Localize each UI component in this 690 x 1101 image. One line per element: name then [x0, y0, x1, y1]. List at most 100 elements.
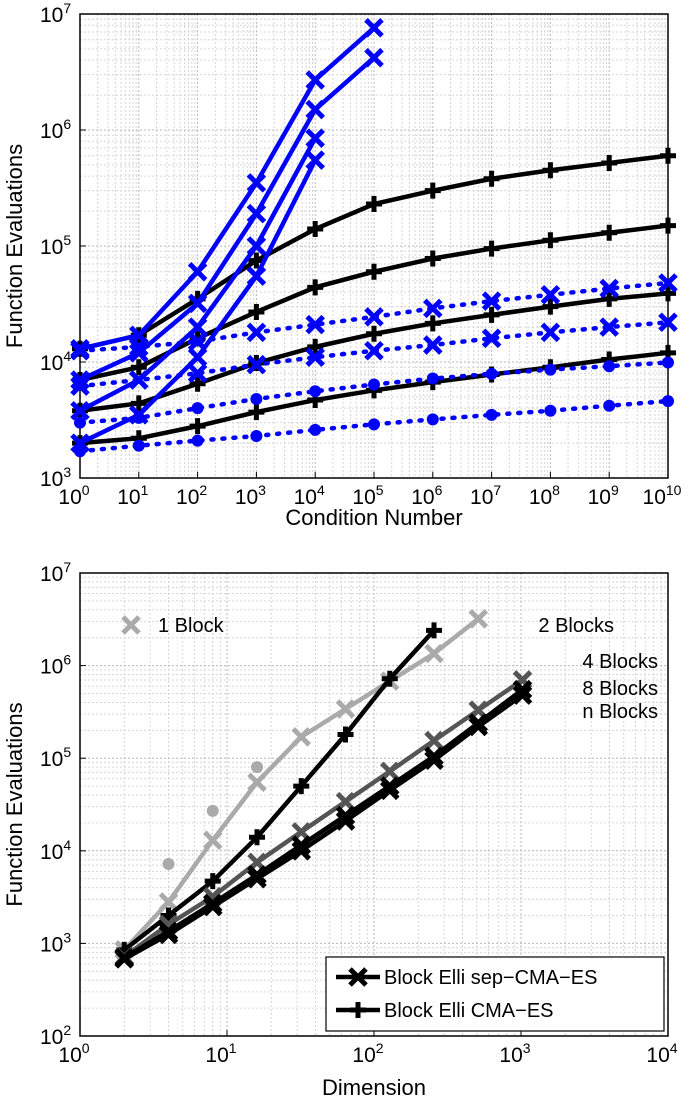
- data-point-0: [424, 643, 444, 664]
- data-point-7: [187, 347, 208, 367]
- data-point-9: [540, 322, 561, 343]
- data-point-5: [379, 780, 400, 801]
- x-tick-label: 1010: [643, 482, 682, 509]
- data-point-4: [291, 835, 312, 855]
- data-point-10: [485, 367, 498, 380]
- data-point-11: [426, 413, 439, 426]
- y-tick-label: 105: [40, 232, 71, 259]
- y-tick-label: 103: [40, 929, 71, 956]
- legend-marker: [348, 967, 368, 987]
- data-point-0: [601, 154, 618, 171]
- data-point-11: [368, 418, 380, 431]
- x-tick-label: 104: [294, 482, 325, 509]
- data-point-2: [130, 395, 147, 412]
- data-point-8: [364, 307, 384, 327]
- data-point-3: [379, 761, 400, 782]
- data-point-5: [468, 716, 489, 737]
- annotation-marker: [121, 615, 141, 635]
- x-tick-label: 102: [176, 482, 207, 509]
- data-point-2: [204, 873, 221, 890]
- data-point-10: [603, 360, 616, 373]
- series-group: [114, 609, 533, 969]
- data-point-11: [662, 395, 674, 408]
- data-point-4: [187, 261, 208, 282]
- x-tick-label: 105: [352, 482, 383, 509]
- x-tick-label: 108: [529, 482, 560, 509]
- grid: [80, 14, 668, 478]
- data-point-5: [187, 293, 208, 314]
- data-point-10: [544, 363, 557, 376]
- data-point-9: [129, 370, 149, 390]
- y-tick-label: 106: [40, 652, 71, 679]
- data-point-0: [542, 162, 559, 179]
- data-point-6: [246, 236, 267, 256]
- data-point-9: [423, 335, 443, 355]
- data-point-5: [70, 370, 90, 390]
- data-point-1: [483, 240, 500, 257]
- data-point-0: [158, 892, 179, 912]
- data-point-11: [250, 430, 263, 443]
- annotation-label: 4 Blocks: [582, 651, 658, 673]
- data-point-11: [74, 445, 86, 458]
- y-axis-label: Function Evaluations: [2, 144, 27, 348]
- x-tick-label: 101: [117, 482, 148, 509]
- data-point-8: [70, 340, 90, 361]
- y-tick-label: 103: [40, 464, 71, 491]
- data-point-5: [364, 47, 384, 68]
- data-point-5: [246, 203, 267, 224]
- annotation-label: 2 Blocks: [538, 615, 614, 637]
- data-point-9: [70, 376, 90, 396]
- data-point-2: [381, 670, 398, 687]
- data-point-8: [599, 278, 619, 299]
- dimension-panel: 100 101 102 103 104 102 103 104 105 106 107 Dimensi…: [2, 559, 678, 1100]
- data-point-2: [366, 325, 382, 342]
- data-point-1: [542, 232, 559, 249]
- y-tick-label: 104: [40, 837, 71, 864]
- data-point-6: [70, 400, 90, 421]
- data-point-5: [512, 685, 533, 705]
- data-point-3: [248, 404, 265, 421]
- data-point-0: [307, 221, 324, 238]
- x-tick-label: 104: [646, 1040, 677, 1067]
- series-line-5: [122, 692, 525, 962]
- data-point-0: [424, 182, 441, 199]
- x-tick-label: 109: [588, 482, 619, 509]
- data-point-8: [540, 284, 561, 305]
- data-point-2: [307, 338, 324, 355]
- data-point-8: [187, 331, 208, 352]
- annotation-label: n Blocks: [582, 701, 658, 723]
- data-point-1: [601, 224, 618, 241]
- data-point-2: [160, 907, 177, 924]
- data-point-8: [658, 273, 678, 293]
- data-point-2: [189, 375, 206, 392]
- data-point-10: [74, 416, 86, 429]
- data-point-11: [191, 434, 204, 447]
- legend-label: Block Elli CMA−ES: [384, 1000, 554, 1022]
- data-point-10: [132, 411, 145, 424]
- data-point-0: [335, 699, 356, 719]
- data-point-2: [483, 306, 500, 323]
- data-point-10: [662, 356, 674, 369]
- data-point-4: [305, 70, 325, 90]
- data-point-6: [305, 128, 325, 148]
- data-point-11: [544, 404, 557, 417]
- data-point-2: [601, 290, 618, 307]
- y-tick-label: 104: [40, 348, 71, 375]
- y-tick-label: 105: [40, 744, 71, 771]
- data-point-0: [366, 196, 382, 213]
- data-point-1: [424, 250, 441, 267]
- data-point-2: [249, 829, 266, 846]
- data-point-1: [248, 303, 265, 320]
- x-tick-label: 102: [352, 1040, 383, 1067]
- data-point-2: [424, 315, 441, 332]
- data-point-0: [660, 147, 676, 164]
- data-point-2: [426, 622, 443, 639]
- data-point-10: [191, 402, 204, 415]
- data-point-0: [202, 830, 223, 851]
- x-axis-label: Dimension: [322, 1075, 426, 1100]
- series-group: [70, 18, 678, 458]
- series-line-4: [122, 687, 525, 960]
- x-tick-label: 101: [205, 1040, 236, 1067]
